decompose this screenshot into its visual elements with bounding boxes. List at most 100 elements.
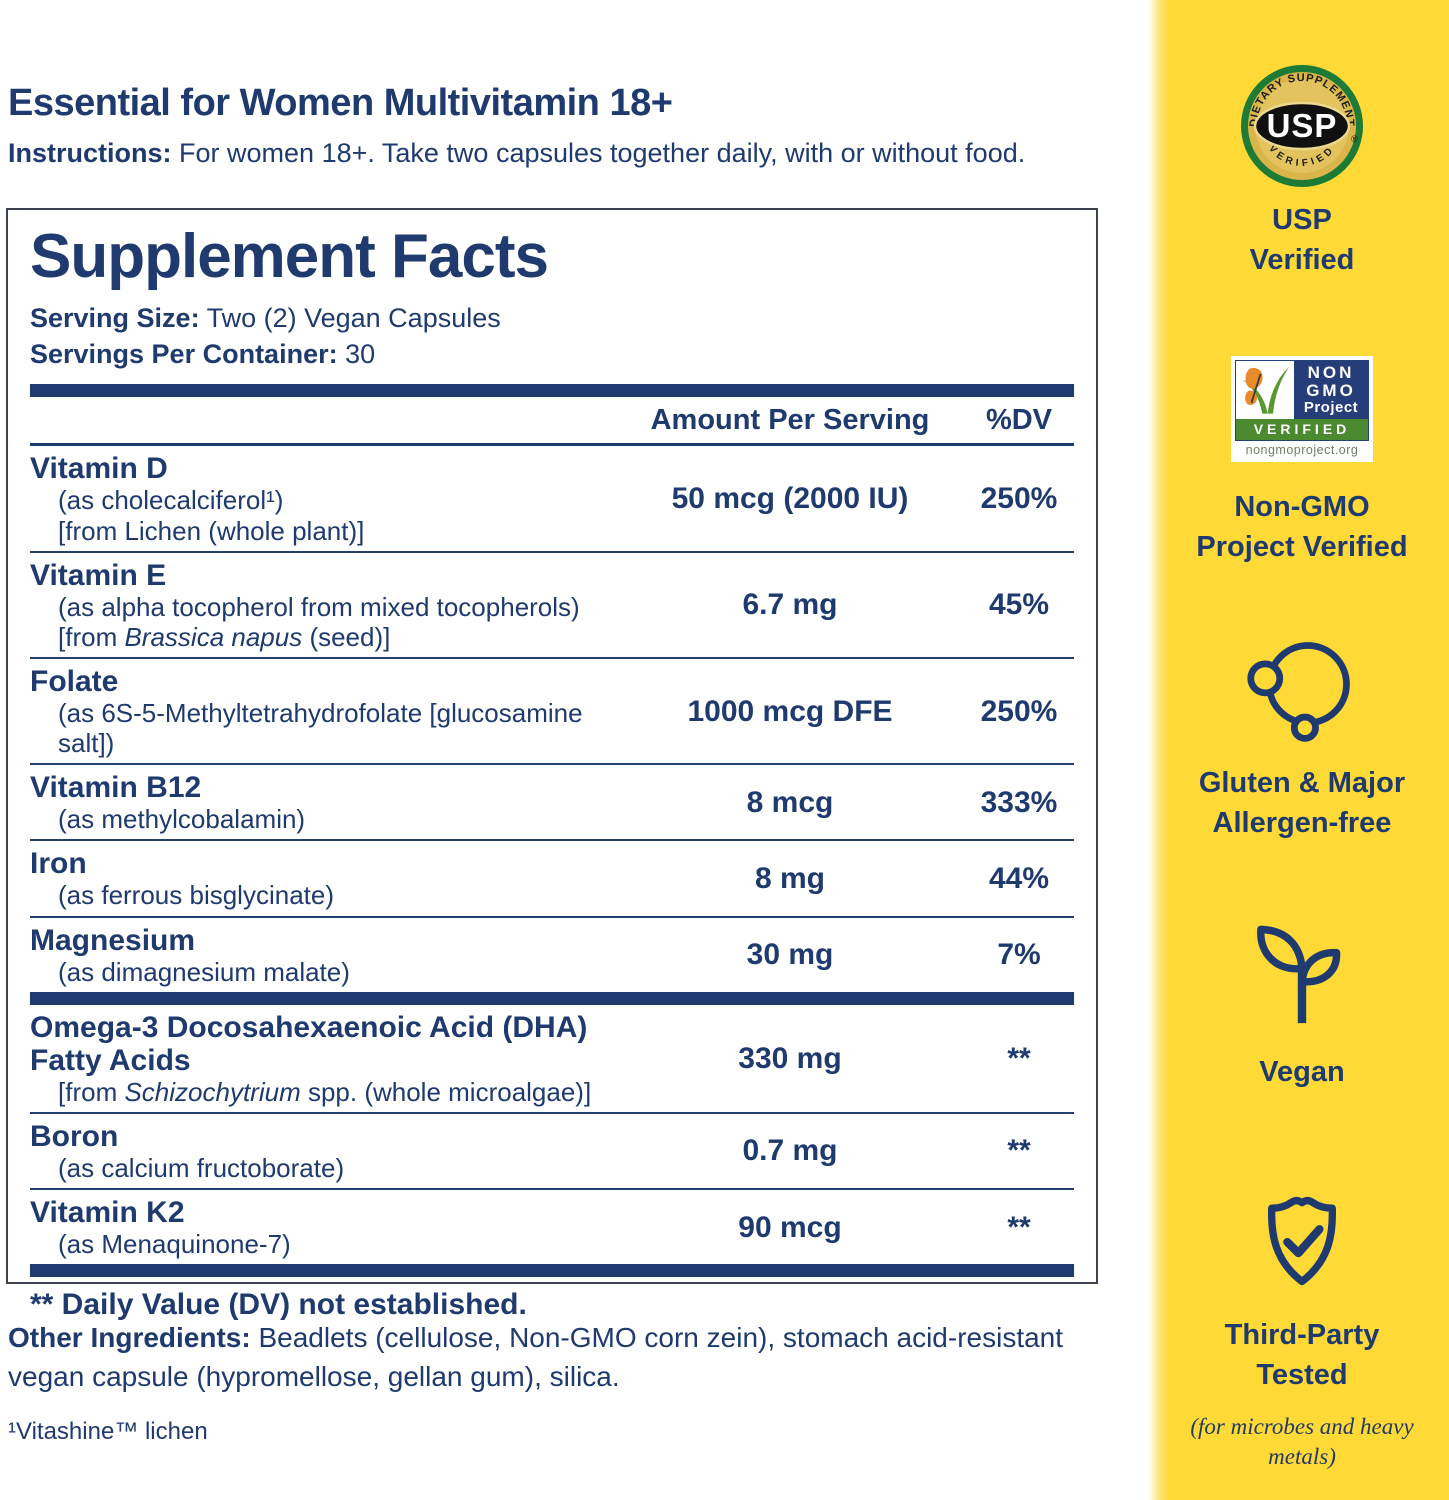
dv-footnote: ** Daily Value (DV) not established. (30, 1288, 527, 1322)
column-dv: %DV (985, 404, 1053, 437)
nutrient-subline: [from Brassica napus (seed)] (58, 621, 391, 652)
shield-check-icon (1155, 1188, 1449, 1298)
non-gmo-line1: NON (1307, 363, 1355, 382)
usp-verified-label: USP Verified (1249, 204, 1355, 277)
nutrient-name: Folate (30, 664, 119, 698)
footnote-divider-bar (30, 1264, 1074, 1278)
non-gmo-butterfly-icon (1236, 361, 1294, 419)
table-row: Omega-3 Docosahexaenoic Acid (DHA) Fatty… (30, 1005, 1074, 1112)
nutrient-main: Magnesium (as dimagnesium malate) (30, 924, 616, 987)
nutrient-name: Vitamin D (30, 452, 168, 486)
nutrient-main: Omega-3 Docosahexaenoic Acid (DHA) Fatty… (30, 1011, 616, 1107)
non-gmo-line2: GMO (1306, 380, 1356, 400)
nutrient-subline: [from Schizochytrium spp. (whole microal… (58, 1076, 592, 1107)
nutrient-main: Vitamin B12 (as methylcobalamin) (30, 771, 616, 834)
nutrient-name: Iron (30, 847, 87, 881)
nutrient-subline: (as alpha tocopherol from mixed tocopher… (58, 591, 580, 622)
vitashine-source-note: ¹Vitashine™ lichen (8, 1418, 208, 1445)
nutrient-dv: 250% (980, 694, 1058, 728)
nutrient-main: Vitamin D (as cholecalciferol¹) [from Lic… (30, 452, 616, 545)
nutrient-main: Iron (as ferrous bisglycinate) (30, 847, 616, 910)
nutrient-main: Folate (as 6S-5-Methyltetrahydrofolate [… (30, 665, 616, 758)
non-gmo-text-block: NON GMO Project (1294, 361, 1368, 419)
table-row: Folate (as 6S-5-Methyltetrahydrofolate [… (30, 656, 1074, 763)
nutrient-subline: [from Lichen (whole plant)] (58, 515, 365, 546)
servings-value: 30 (345, 338, 376, 369)
servings-per-container-line: Servings Per Container: 30 (30, 337, 1074, 373)
table-row: Vitamin B12 (as methylcobalamin) 8 mcg 3… (30, 763, 1074, 839)
nutrient-subline: (as dimagnesium malate) (58, 956, 350, 987)
third-party-tested-label: Third-Party Tested (1224, 1319, 1380, 1392)
serving-size-label: Serving Size: (30, 303, 200, 334)
nutrient-amount: 50 mcg (2000 IU) (671, 482, 909, 515)
nutrient-dv: ** (1007, 1041, 1031, 1075)
table-row: Vitamin E (as alpha tocopherol from mixe… (30, 550, 1074, 657)
nutrient-dv: 7% (997, 938, 1041, 972)
nutrient-dv: 250% (980, 482, 1058, 515)
nutrient-amount: 30 mg (746, 938, 834, 972)
column-amount-per-serving: Amount Per Serving (650, 404, 930, 437)
vegan-sprout-icon (1155, 920, 1449, 1032)
instructions-label: Instructions: (8, 138, 172, 168)
product-title: Essential for Women Multivitamin 18+ (8, 82, 673, 124)
table-row: Boron (as calcium fructoborate) 0.7 mg *… (30, 1111, 1074, 1188)
usp-seal-icon: DIETARY SUPPLEMENT VERIFIED USP ® (1155, 62, 1449, 190)
nutrient-amount: 90 mcg (738, 1210, 842, 1244)
non-gmo-badge-icon: NON GMO Project VERIFIED nongmoproject.o… (1155, 356, 1449, 462)
usp-seal-registered-mark: ® (1351, 134, 1358, 144)
nutrient-name: Vitamin E (30, 558, 167, 592)
usp-seal-center-text: USP (1267, 107, 1338, 144)
nutrient-subline: (as Menaquinone-7) (58, 1229, 291, 1260)
nutrient-main: Vitamin E (as alpha tocopherol from mixe… (30, 559, 616, 652)
nutrient-amount: 1000 mcg DFE (687, 694, 893, 728)
nutrient-main: Vitamin K2 (as Menaquinone-7) (30, 1196, 616, 1259)
vegan-label: Vegan (1259, 1056, 1345, 1088)
nutrient-name: Boron (30, 1119, 119, 1153)
allergen-free-icon (1155, 632, 1449, 748)
non-gmo-verified-bar: VERIFIED (1236, 419, 1368, 440)
nutrient-name: Omega-3 Docosahexaenoic Acid (DHA) Fatty… (30, 1010, 588, 1077)
nutrient-name: Vitamin B12 (30, 771, 202, 805)
facts-column-header: Amount Per Serving %DV (30, 397, 1074, 447)
nutrient-name: Magnesium (30, 923, 196, 957)
serving-size-value: Two (2) Vegan Capsules (206, 303, 501, 334)
nutrient-dv: 333% (980, 785, 1058, 819)
header-divider-bar (30, 384, 1074, 398)
label-content-area: Essential for Women Multivitamin 18+ Ins… (6, 82, 1108, 1445)
facts-rows: Vitamin D (as cholecalciferol¹) [from Lic… (30, 446, 1074, 1264)
nutrient-subline: (as methylcobalamin) (58, 804, 306, 835)
nutrient-amount: 6.7 mg (742, 588, 838, 622)
nutrient-dv: ** (1007, 1134, 1031, 1168)
usp-seal-svg: DIETARY SUPPLEMENT VERIFIED USP ® (1241, 65, 1363, 187)
nutrient-dv: 44% (988, 862, 1050, 896)
instructions-text: For women 18+. Take two capsules togethe… (179, 138, 1026, 168)
instructions-line: Instructions: For women 18+. Take two ca… (8, 138, 1025, 169)
table-row: Vitamin K2 (as Menaquinone-7) 90 mcg ** (30, 1188, 1074, 1264)
other-ingredients-text: Beadlets (cellulose, Non-GMO corn zein),… (8, 1322, 1064, 1393)
nutrient-name: Vitamin K2 (30, 1196, 185, 1230)
facts-title: Supplement Facts (30, 222, 549, 291)
nutrient-dv: ** (1007, 1210, 1031, 1244)
non-gmo-url: nongmoproject.org (1235, 441, 1369, 458)
servings-label: Servings Per Container: (30, 338, 338, 369)
nutrient-subline: (as 6S-5-Methyltetrahydrofolate [glucosa… (58, 697, 583, 759)
nutrient-subline: (as calcium fructoborate) (58, 1152, 345, 1183)
other-ingredients: Other Ingredients: Beadlets (cellulose, … (8, 1318, 1108, 1396)
non-gmo-label: Non-GMO Project Verified (1196, 491, 1408, 564)
allergen-free-label: Gluten & Major Allergen-free (1198, 767, 1406, 840)
other-ingredients-label: Other Ingredients: (8, 1322, 251, 1353)
nutrient-dv: 45% (988, 588, 1050, 622)
nutrient-subline: (as ferrous bisglycinate) (58, 880, 334, 911)
table-row: Magnesium (as dimagnesium malate) 30 mg … (30, 915, 1074, 992)
table-row: Vitamin D (as cholecalciferol¹) [from Lic… (30, 446, 1074, 550)
certifications-sidebar: DIETARY SUPPLEMENT VERIFIED USP ® USP Ve… (1149, 0, 1449, 1500)
third-party-caption: (for microbes and heavy metals) (1190, 1414, 1414, 1469)
non-gmo-line3: Project (1303, 398, 1359, 416)
table-row: Iron (as ferrous bisglycinate) 8 mg 44% (30, 839, 1074, 915)
supplement-facts-panel: Supplement Facts Serving Size: Two (2) V… (6, 208, 1098, 1321)
nutrient-amount: 0.7 mg (742, 1134, 838, 1168)
nutrient-amount: 8 mcg (746, 785, 834, 819)
nutrient-main: Boron (as calcium fructoborate) (30, 1120, 616, 1183)
section-divider-bar (30, 991, 1074, 1005)
